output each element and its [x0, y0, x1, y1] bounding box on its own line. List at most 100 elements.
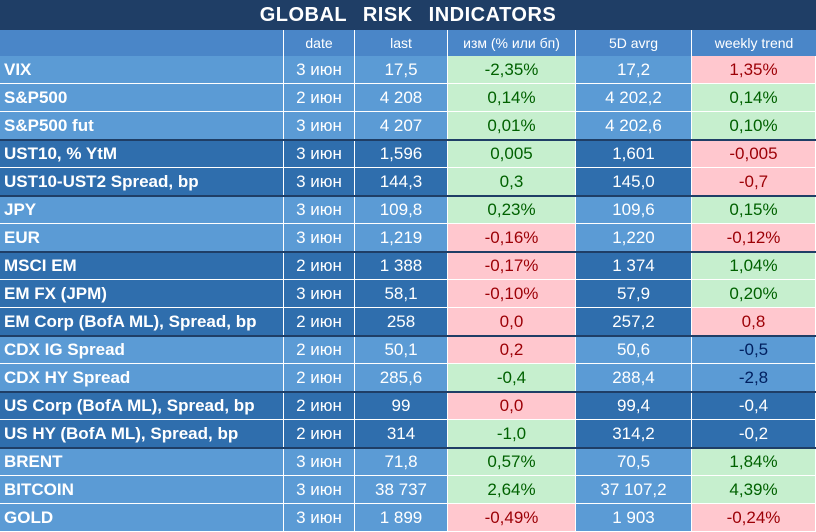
row-weekly: 0,10% — [692, 112, 816, 140]
header-last: last — [355, 30, 448, 56]
group-separator — [0, 251, 816, 253]
row-weekly: -0,4 — [692, 392, 816, 420]
row-name: S&P500 — [0, 84, 284, 112]
row-avg: 288,4 — [576, 364, 692, 392]
row-avg: 257,2 — [576, 308, 692, 336]
row-avg: 70,5 — [576, 448, 692, 476]
row-last: 4 207 — [355, 112, 448, 140]
row-last: 1,219 — [355, 224, 448, 252]
row-change: 0,005 — [448, 140, 576, 168]
row-name: MSCI EM — [0, 252, 284, 280]
row-change: -0,49% — [448, 504, 576, 532]
group-separator — [0, 447, 816, 449]
row-name: EM FX (JPM) — [0, 280, 284, 308]
row-weekly: 4,39% — [692, 476, 816, 504]
row-change: -0,4 — [448, 364, 576, 392]
row-date: 3 июн — [284, 56, 355, 84]
row-avg: 314,2 — [576, 420, 692, 448]
row-name: CDX HY Spread — [0, 364, 284, 392]
row-last: 71,8 — [355, 448, 448, 476]
group-separator — [0, 335, 816, 337]
row-change: -0,17% — [448, 252, 576, 280]
row-weekly: 1,84% — [692, 448, 816, 476]
row-weekly: 0,14% — [692, 84, 816, 112]
row-name: UST10, % YtM — [0, 140, 284, 168]
row-change: 0,01% — [448, 112, 576, 140]
row-last: 1 388 — [355, 252, 448, 280]
row-date: 3 июн — [284, 196, 355, 224]
row-name: BRENT — [0, 448, 284, 476]
row-change: 0,23% — [448, 196, 576, 224]
row-change: -0,10% — [448, 280, 576, 308]
row-change: 0,0 — [448, 392, 576, 420]
row-date: 2 июн — [284, 84, 355, 112]
row-name: GOLD — [0, 504, 284, 532]
row-date: 3 июн — [284, 280, 355, 308]
row-name: UST10-UST2 Spread, bp — [0, 168, 284, 196]
row-date: 3 июн — [284, 168, 355, 196]
row-avg: 50,6 — [576, 336, 692, 364]
row-avg: 99,4 — [576, 392, 692, 420]
row-avg: 37 107,2 — [576, 476, 692, 504]
row-change: 0,3 — [448, 168, 576, 196]
group-separator — [0, 139, 816, 141]
row-name: EM Corp (BofA ML), Spread, bp — [0, 308, 284, 336]
row-date: 3 июн — [284, 476, 355, 504]
row-date: 3 июн — [284, 448, 355, 476]
row-avg: 17,2 — [576, 56, 692, 84]
header-weekly: weekly trend — [692, 30, 816, 56]
row-avg: 4 202,6 — [576, 112, 692, 140]
row-weekly: 1,04% — [692, 252, 816, 280]
row-last: 1 899 — [355, 504, 448, 532]
row-last: 99 — [355, 392, 448, 420]
row-weekly: 0,15% — [692, 196, 816, 224]
row-last: 4 208 — [355, 84, 448, 112]
row-name: S&P500 fut — [0, 112, 284, 140]
row-weekly: -0,2 — [692, 420, 816, 448]
row-name: BITCOIN — [0, 476, 284, 504]
row-avg: 4 202,2 — [576, 84, 692, 112]
row-name: US Corp (BofA ML), Spread, bp — [0, 392, 284, 420]
row-last: 109,8 — [355, 196, 448, 224]
header-date: date — [284, 30, 355, 56]
row-date: 3 июн — [284, 112, 355, 140]
row-weekly: -0,005 — [692, 140, 816, 168]
row-avg: 1,601 — [576, 140, 692, 168]
row-avg: 1 374 — [576, 252, 692, 280]
row-name: JPY — [0, 196, 284, 224]
row-avg: 57,9 — [576, 280, 692, 308]
row-date: 2 июн — [284, 308, 355, 336]
row-change: -1,0 — [448, 420, 576, 448]
row-weekly: 1,35% — [692, 56, 816, 84]
header-name — [0, 30, 284, 56]
row-last: 314 — [355, 420, 448, 448]
row-date: 3 июн — [284, 140, 355, 168]
group-separator — [0, 195, 816, 197]
row-weekly: -0,7 — [692, 168, 816, 196]
row-name: VIX — [0, 56, 284, 84]
row-last: 258 — [355, 308, 448, 336]
row-weekly: -0,12% — [692, 224, 816, 252]
row-date: 2 июн — [284, 420, 355, 448]
row-name: CDX IG Spread — [0, 336, 284, 364]
row-date: 2 июн — [284, 364, 355, 392]
row-last: 58,1 — [355, 280, 448, 308]
row-date: 3 июн — [284, 504, 355, 532]
row-change: 2,64% — [448, 476, 576, 504]
row-date: 2 июн — [284, 252, 355, 280]
header-avg: 5D avrg — [576, 30, 692, 56]
row-last: 17,5 — [355, 56, 448, 84]
row-weekly: 0,8 — [692, 308, 816, 336]
row-date: 2 июн — [284, 392, 355, 420]
row-avg: 109,6 — [576, 196, 692, 224]
row-date: 3 июн — [284, 224, 355, 252]
row-name: EUR — [0, 224, 284, 252]
row-last: 1,596 — [355, 140, 448, 168]
row-change: -2,35% — [448, 56, 576, 84]
row-last: 285,6 — [355, 364, 448, 392]
row-weekly: 0,20% — [692, 280, 816, 308]
row-weekly: -2,8 — [692, 364, 816, 392]
row-change: 0,2 — [448, 336, 576, 364]
row-change: 0,14% — [448, 84, 576, 112]
